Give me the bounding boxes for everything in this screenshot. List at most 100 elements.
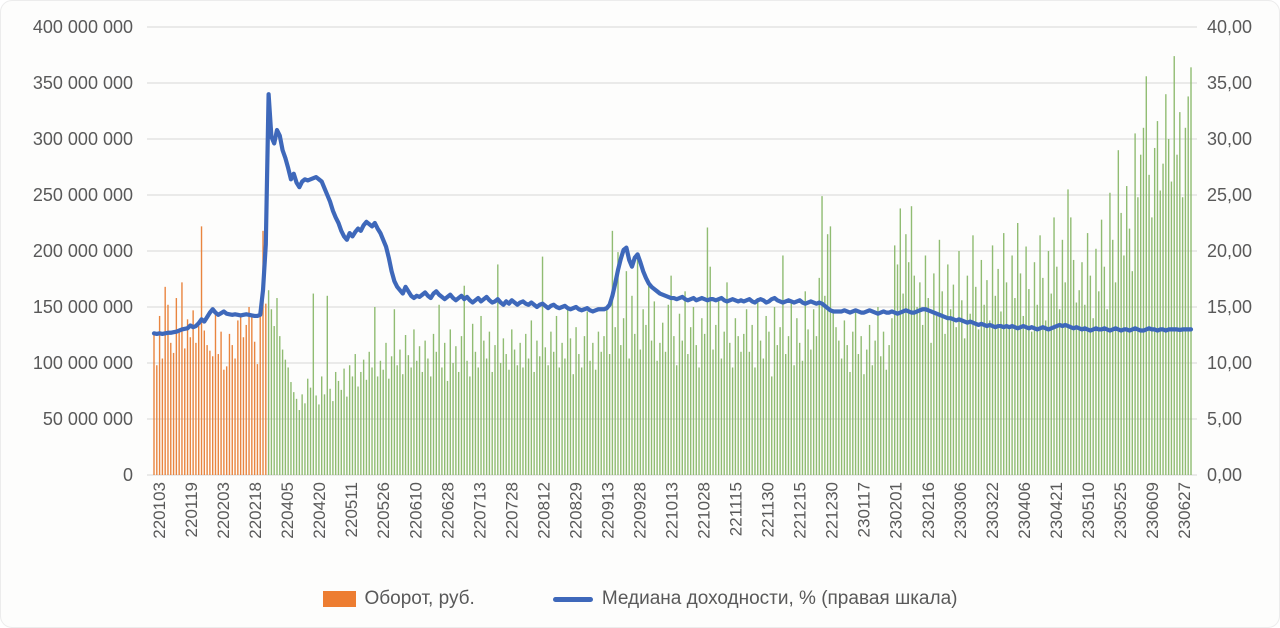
turnover-bar <box>907 262 910 475</box>
left-tick-label: 400 000 000 <box>33 17 133 37</box>
turnover-bar <box>1089 275 1092 475</box>
turnover-bar <box>209 350 211 475</box>
x-tick-label: 230322 <box>983 482 1002 539</box>
turnover-bar <box>1098 291 1100 475</box>
turnover-bar <box>737 336 739 475</box>
turnover-bar <box>435 351 438 475</box>
turnover-bar <box>172 352 175 475</box>
turnover-bar <box>1011 255 1013 475</box>
turnover-bar <box>251 317 253 475</box>
median-yield-swatch-icon <box>552 596 593 602</box>
turnover-bar <box>838 340 840 475</box>
turnover-bar <box>597 331 600 475</box>
turnover-bar <box>955 327 957 475</box>
turnover-bar <box>413 329 415 475</box>
turnover-bar <box>234 358 236 475</box>
turnover-bar <box>553 351 555 475</box>
turnover-bar <box>298 410 301 475</box>
turnover-bar <box>1070 217 1072 475</box>
turnover-bar <box>779 327 781 475</box>
left-tick-label: 50 000 000 <box>43 409 133 429</box>
turnover-bar <box>178 331 180 475</box>
legend-item-median-yield: Медиана доходности, % (правая шкала) <box>552 588 957 610</box>
turnover-bar <box>1167 139 1170 475</box>
turnover-bar <box>1086 233 1089 475</box>
turnover-bar <box>1131 271 1133 475</box>
left-tick-label: 150 000 000 <box>33 297 133 317</box>
turnover-bar <box>446 380 449 475</box>
turnover-bar <box>622 318 625 475</box>
turnover-bar <box>924 255 927 475</box>
turnover-bar <box>905 234 907 475</box>
turnover-bar <box>703 333 706 475</box>
turnover-bar <box>894 245 896 475</box>
turnover-bar <box>432 333 435 475</box>
turnover-bar <box>888 345 890 475</box>
turnover-bar <box>1128 228 1131 475</box>
turnover-bar <box>491 371 493 475</box>
turnover-bar <box>1050 293 1052 475</box>
turnover-bar <box>555 315 558 475</box>
turnover-bar <box>994 295 997 475</box>
turnover-bar <box>530 320 533 475</box>
x-tick-label: 220526 <box>374 482 393 539</box>
turnover-bar <box>1058 309 1061 475</box>
turnover-bar <box>689 327 692 475</box>
turnover-bar <box>198 326 200 475</box>
turnover-bar <box>231 345 233 475</box>
turnover-bar <box>949 309 952 475</box>
turnover-bar <box>871 365 874 475</box>
turnover-bar <box>385 342 387 475</box>
x-tick-label: 220913 <box>598 482 617 539</box>
turnover-bar <box>687 354 689 475</box>
turnover-bar <box>1106 309 1108 475</box>
turnover-bar <box>812 309 815 475</box>
turnover-bar <box>161 358 164 475</box>
turnover-bar <box>1165 94 1167 475</box>
turnover-bar <box>1025 246 1027 475</box>
turnover-bar <box>720 358 723 475</box>
turnover-bar <box>402 374 404 475</box>
turnover-bar <box>1100 219 1103 475</box>
turnover-bar <box>684 291 686 475</box>
turnover-bar <box>832 309 834 475</box>
turnover-bar <box>1137 197 1139 476</box>
turnover-swatch-icon <box>322 591 356 607</box>
turnover-bar <box>379 360 382 475</box>
turnover-bar <box>262 230 264 475</box>
y-axis-left-labels: 400 000 000 350 000 000 300 000 000 250 000… <box>33 17 133 485</box>
turnover-bar <box>357 386 359 475</box>
turnover-bar <box>1179 112 1181 476</box>
combo-chart: 400 000 000 350 000 000 300 000 000 250 000… <box>33 17 1252 539</box>
turnover-bar <box>1145 76 1147 475</box>
turnover-bar <box>860 336 862 475</box>
turnover-bar <box>712 349 714 475</box>
turnover-bar <box>667 304 670 475</box>
turnover-bar <box>1014 298 1016 475</box>
turnover-bar <box>580 367 583 475</box>
turnover-bar <box>315 395 317 475</box>
turnover-bar <box>798 342 801 475</box>
turnover-bar <box>404 335 407 475</box>
turnover-bar <box>891 318 893 475</box>
turnover-bar <box>1139 154 1142 475</box>
turnover-bar <box>1036 304 1038 475</box>
x-tick-label: 220420 <box>310 482 329 539</box>
turnover-bar <box>281 349 284 475</box>
turnover-bar <box>882 331 885 475</box>
turnover-bar <box>1123 255 1125 475</box>
right-tick-label: 35,00 <box>1207 73 1252 93</box>
turnover-bar <box>444 342 446 475</box>
turnover-bar <box>502 338 505 475</box>
turnover-bar <box>360 371 362 475</box>
turnover-bar <box>977 329 980 475</box>
turnover-bar <box>896 264 899 475</box>
turnover-bar <box>332 401 334 475</box>
turnover-bar <box>242 337 245 475</box>
turnover-bar <box>938 239 941 475</box>
turnover-bar <box>516 365 519 475</box>
turnover-bar <box>1078 290 1080 475</box>
turnover-bar <box>804 291 806 475</box>
x-tick-label: 220119 <box>182 482 201 537</box>
turnover-bar <box>558 367 560 475</box>
